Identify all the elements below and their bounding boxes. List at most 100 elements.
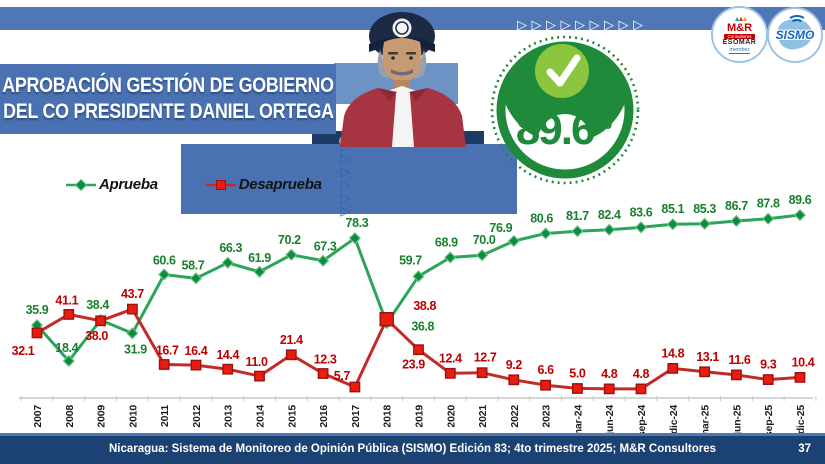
mr-logo-esomar: ESOMAR [722,38,757,46]
svg-text:87.8: 87.8 [757,197,780,211]
svg-text:2012: 2012 [191,405,203,428]
red-square-marker-icon [205,179,236,190]
mr-consultores-logo: ▲▲▲ M&R Consultores ESOMAR member [711,6,768,63]
page-number: 37 [798,443,811,455]
svg-text:36.8: 36.8 [411,319,434,333]
svg-text:2008: 2008 [64,405,76,428]
mr-logo-sub: Consultores [724,33,755,39]
sismo-logo: SISMO [767,7,823,63]
triangle-icon: ▷ [531,18,546,33]
svg-text:86.7: 86.7 [725,199,748,213]
triangle-icon: ▷ [604,18,619,33]
svg-text:83.6: 83.6 [630,205,653,219]
svg-text:2015: 2015 [286,405,298,428]
triangle-icon: ▷ [340,191,358,206]
svg-text:13.1: 13.1 [696,350,719,364]
svg-text:21.4: 21.4 [280,333,303,347]
legend-item-aprueba: Aprueba [66,176,158,193]
svg-text:68.9: 68.9 [435,236,458,250]
svg-text:61.9: 61.9 [248,251,271,265]
triangle-icon: ▷ [340,152,358,167]
svg-text:12.4: 12.4 [439,351,462,365]
svg-text:14.4: 14.4 [216,348,239,362]
svg-text:38.0: 38.0 [85,329,108,343]
svg-text:58.7: 58.7 [182,258,205,272]
footer-accent-line [0,433,825,436]
svg-text:70.0: 70.0 [473,233,496,247]
svg-text:67.3: 67.3 [314,240,337,254]
triangle-icon: ▷ [517,18,532,33]
svg-text:2016: 2016 [318,405,330,428]
svg-text:12.7: 12.7 [474,351,497,365]
page-title: APROBACIÓN GESTIÓN DE GOBIERNO DEL CO PR… [0,64,336,134]
triangle-icon: ▷ [546,18,561,33]
approval-value: 89.6% [516,105,613,154]
svg-text:2007: 2007 [32,405,44,428]
svg-text:2021: 2021 [477,405,489,428]
signal-arc-icon [790,19,804,30]
person-icon [339,12,466,147]
triangle-icon: ▷ [618,18,633,33]
svg-text:16.4: 16.4 [185,344,208,358]
svg-text:2009: 2009 [96,405,108,428]
svg-text:82.4: 82.4 [598,208,621,222]
svg-text:dic-25: dic-25 [795,405,807,435]
svg-text:38.4: 38.4 [86,298,109,312]
legend-item-desaprueba: Desaprueba [205,176,322,193]
svg-text:4.8: 4.8 [633,367,650,381]
ortega-photo [339,12,466,147]
svg-text:11.0: 11.0 [245,355,267,369]
triangle-icon: ▷ [340,204,358,219]
legend-label-desaprueba: Desaprueba [238,176,322,193]
svg-text:2013: 2013 [223,405,235,428]
svg-text:6.6: 6.6 [538,363,555,377]
svg-text:66.3: 66.3 [219,241,242,255]
triangle-icon: ▷ [560,18,575,33]
svg-text:2014: 2014 [255,405,267,428]
svg-text:jun-25: jun-25 [731,405,743,436]
svg-text:2019: 2019 [414,405,426,428]
svg-text:70.2: 70.2 [278,233,301,247]
page-title-line2: DEL CO PRESIDENTE DANIEL ORTEGA [2,100,334,123]
svg-text:89.6: 89.6 [789,193,812,207]
footer-source-text: Nicaragua: Sistema de Monitoreo de Opini… [108,443,717,455]
svg-text:2011: 2011 [159,405,171,427]
svg-text:9.3: 9.3 [760,358,777,372]
triangle-icon: ▷ [575,18,590,33]
triangle-icon: ▷ [589,18,604,33]
svg-text:59.7: 59.7 [399,253,422,267]
legend-label-aprueba: Aprueba [99,176,158,193]
page-title-line1: APROBACIÓN GESTIÓN DE GOBIERNO [2,74,334,97]
svg-text:31.9: 31.9 [124,342,147,356]
svg-text:85.1: 85.1 [661,202,684,216]
svg-text:16.7: 16.7 [156,344,179,358]
svg-text:5.7: 5.7 [334,369,351,383]
svg-text:38.8: 38.8 [413,299,436,313]
svg-text:2018: 2018 [382,405,394,428]
sismo-logo-name: SISMO [775,28,815,42]
svg-text:4.8: 4.8 [601,367,618,381]
chart-legend: Aprueba Desaprueba [66,176,322,193]
svg-text:9.2: 9.2 [506,358,523,372]
svg-text:76.9: 76.9 [489,221,512,235]
svg-text:81.7: 81.7 [566,209,589,223]
svg-text:2022: 2022 [509,405,521,428]
mr-logo-name: M&R [726,21,753,34]
green-diamond-marker-icon [66,178,96,191]
svg-text:14.8: 14.8 [661,346,684,360]
footer-bar: Nicaragua: Sistema de Monitoreo de Opini… [0,436,825,464]
check-icon [535,44,589,98]
triangle-icon: ▷ [633,18,648,33]
svg-text:2017: 2017 [350,405,362,428]
svg-text:2023: 2023 [541,405,553,428]
approval-badge: 89.6% [490,35,640,185]
svg-text:10.4: 10.4 [792,355,815,369]
svg-text:41.1: 41.1 [55,293,78,307]
svg-text:85.3: 85.3 [693,202,716,216]
mr-logo-art-icon: ▲▲▲ [733,15,749,23]
svg-text:5.0: 5.0 [569,366,586,380]
signal-arc-icon [787,15,807,29]
mr-logo-member: member [729,46,750,54]
svg-text:18.4: 18.4 [55,341,78,355]
